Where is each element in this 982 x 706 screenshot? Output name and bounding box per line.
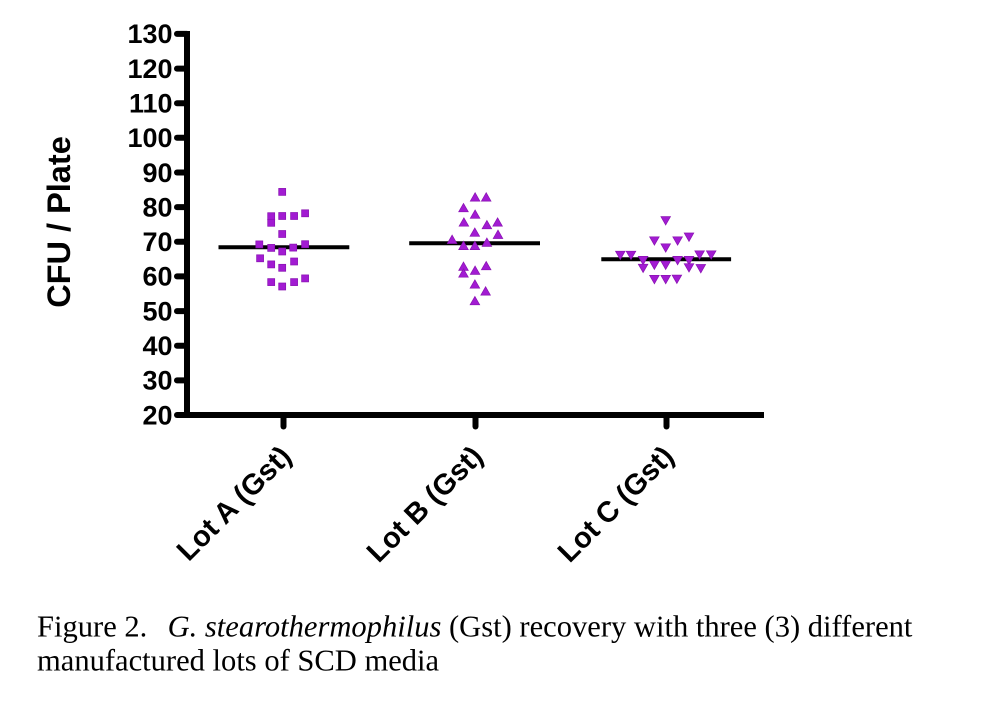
svg-text:50: 50 — [142, 296, 172, 326]
svg-text:110: 110 — [129, 89, 173, 119]
svg-text:100: 100 — [127, 123, 172, 153]
svg-text:90: 90 — [142, 158, 172, 188]
svg-text:80: 80 — [142, 192, 172, 222]
svg-text:120: 120 — [127, 54, 172, 84]
svg-text:130: 130 — [127, 19, 172, 49]
svg-text:30: 30 — [142, 366, 172, 396]
svg-text:70: 70 — [142, 227, 172, 257]
svg-text:20: 20 — [142, 400, 172, 430]
svg-text:60: 60 — [142, 262, 172, 292]
svg-text:Figure 2. G. stearothermophil: Figure 2. G. stearothermophilus (Gst) re… — [37, 610, 913, 644]
svg-text:CFU / Plate: CFU / Plate — [41, 136, 77, 308]
svg-text:40: 40 — [142, 331, 172, 361]
svg-text:manufactured lots of SCD media: manufactured lots of SCD media — [37, 644, 440, 678]
